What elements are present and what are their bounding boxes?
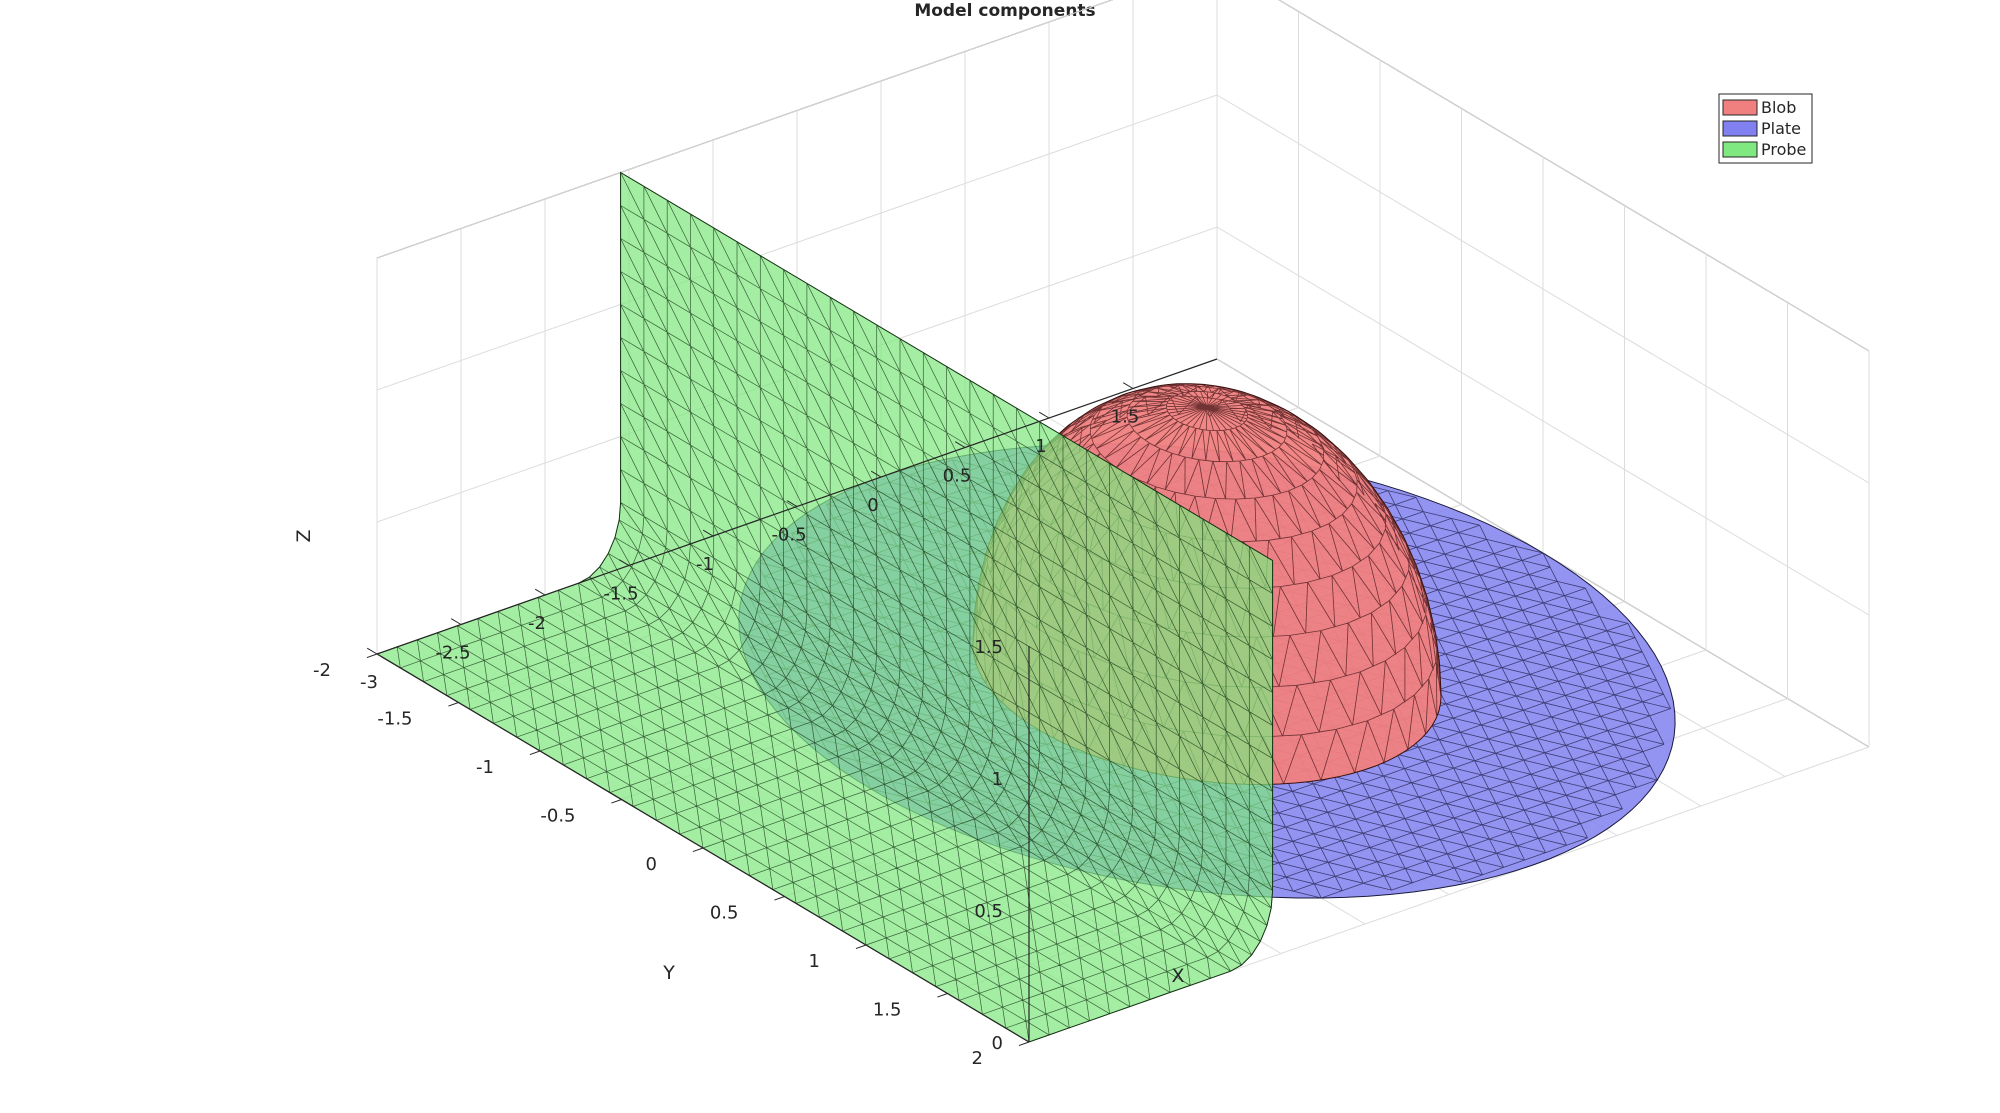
- chart-title: Model components: [914, 1, 1095, 21]
- y-tick-label: 1.5: [873, 1000, 902, 1021]
- x-tick-label: -1: [696, 554, 714, 575]
- x-tick-label: -0.5: [771, 525, 806, 546]
- y-tick-mark: [855, 944, 867, 950]
- legend-swatch: [1722, 120, 1758, 137]
- x-tick-label: -2: [528, 613, 546, 634]
- x-tick-mark: [534, 588, 546, 596]
- x-tick-mark: [702, 529, 714, 537]
- y-tick-mark: [692, 847, 704, 853]
- y-tick-mark: [611, 799, 622, 804]
- x-tick-label: 1: [1035, 436, 1046, 457]
- y-tick-mark: [448, 702, 459, 707]
- x-tick-mark: [1122, 382, 1134, 389]
- y-tick-label: 0: [646, 854, 657, 875]
- y-tick-label: 2: [972, 1048, 983, 1069]
- z-axis-label: Z: [293, 529, 315, 542]
- x-tick-mark: [450, 618, 462, 625]
- legend-label: Plate: [1761, 119, 1801, 138]
- y-tick-mark: [366, 653, 378, 659]
- y-tick-mark: [774, 896, 785, 901]
- legend-label: Blob: [1761, 98, 1796, 117]
- x-tick-label: -3: [360, 672, 378, 693]
- x-tick-mark: [366, 647, 378, 655]
- legend: Blob Plate Probe: [1718, 93, 1813, 164]
- x-axis-label: X: [1171, 965, 1184, 987]
- legend-swatch: [1722, 141, 1758, 158]
- x-tick-mark: [1038, 411, 1050, 419]
- y-tick-label: 1: [809, 951, 820, 972]
- x-tick-label: -1.5: [603, 584, 638, 605]
- x-tick-mark: [786, 500, 798, 507]
- y-tick-mark: [1018, 1041, 1030, 1047]
- x-tick-label: 0.5: [943, 466, 972, 487]
- y-tick-label: -1.5: [377, 709, 412, 730]
- y-tick-mark: [529, 750, 541, 756]
- x-tick-label: 1.5: [1111, 407, 1140, 428]
- x-tick-mark: [870, 470, 882, 478]
- legend-swatch: [1722, 99, 1758, 116]
- y-tick-label: -1: [476, 757, 494, 778]
- legend-label: Probe: [1761, 140, 1806, 159]
- probe-edges: [376, 172, 1273, 1043]
- tick-labels: -3 -2.5 -2 -1.5 -1 -0.5 0 0.5 1 1.5 -2 -1.5 -1 -0.5 0 0…: [313, 382, 1140, 1069]
- x-tick-mark: [618, 559, 630, 566]
- x-tick-mark: [954, 441, 966, 448]
- grid-line-z: [376, 0, 1870, 352]
- z-tick-label: 0: [992, 1033, 1003, 1054]
- z-tick-label: 1.5: [974, 637, 1003, 658]
- x-tick-label: 0: [867, 495, 878, 516]
- y-tick-label: 0.5: [710, 903, 739, 924]
- z-tick-label: 0.5: [974, 901, 1003, 922]
- y-tick-label: -0.5: [540, 806, 575, 827]
- surfaces: [375, 171, 1676, 1043]
- z-tick-label: 1: [992, 769, 1003, 790]
- x-tick-label: -2.5: [435, 643, 470, 664]
- y-axis-label: Y: [662, 962, 675, 984]
- y-tick-mark: [937, 993, 948, 998]
- y-tick-label: -2: [313, 660, 331, 681]
